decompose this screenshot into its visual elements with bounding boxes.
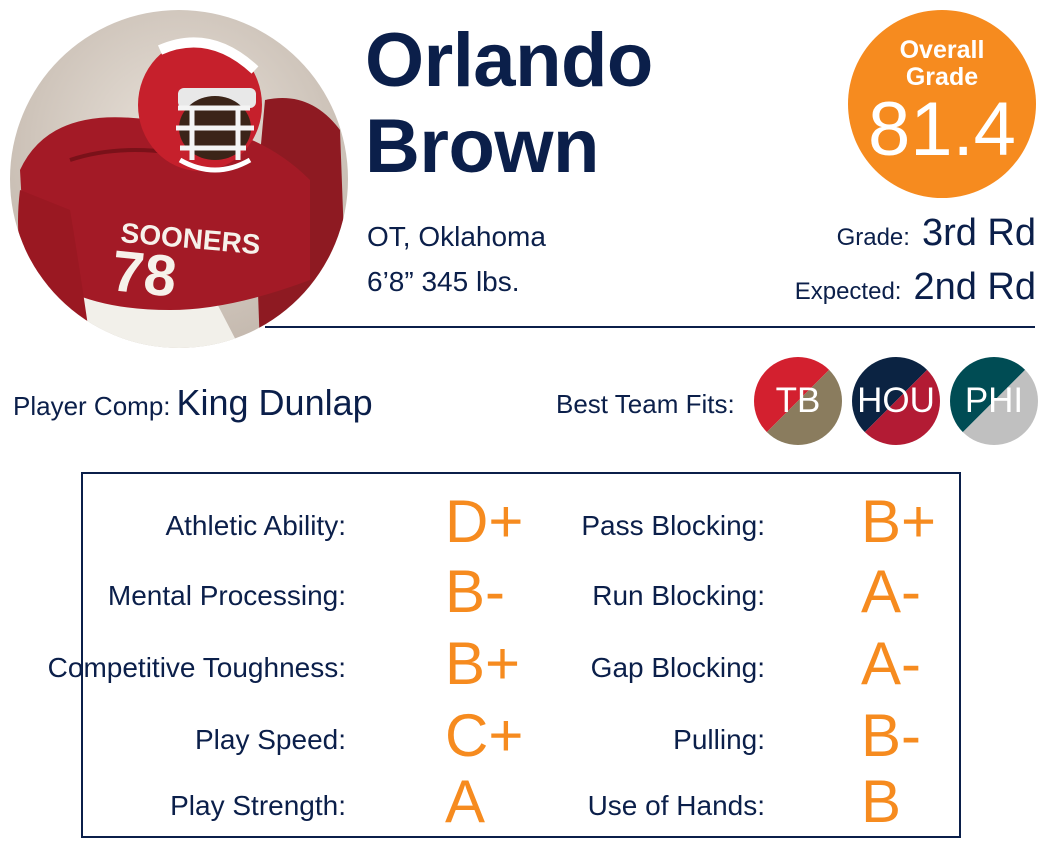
- draft-grade-value: 3rd Rd: [921, 212, 1036, 254]
- trait-grade: B+: [445, 630, 521, 697]
- team-fits-label: Best Team Fits:: [556, 389, 735, 419]
- trait-row: Play Strength: A: [83, 772, 959, 848]
- trait-row: Pass Blocking: B+: [83, 492, 959, 562]
- trait-row: Use of Hands: B: [83, 772, 959, 848]
- player-comp-label: Player Comp:: [13, 391, 171, 421]
- trait-label: Pass Blocking:: [581, 510, 765, 541]
- team-fit-abbr: PHI: [964, 381, 1024, 420]
- trait-grade: D+: [445, 488, 524, 555]
- trait-row: Athletic Ability: D+: [83, 492, 959, 562]
- team-fit-abbr: TB: [775, 381, 821, 420]
- trait-label: Play Speed:: [195, 724, 346, 755]
- trait-label: Mental Processing:: [107, 580, 346, 611]
- trait-label: Gap Blocking:: [590, 652, 765, 683]
- trait-grade: A-: [861, 630, 921, 697]
- player-comp-row: Player Comp: King Dunlap: [13, 382, 373, 424]
- trait-label: Use of Hands:: [587, 790, 765, 821]
- trait-row: Gap Blocking: A-: [83, 634, 959, 704]
- trait-grade: B: [861, 768, 902, 835]
- trait-label: Athletic Ability:: [165, 510, 346, 541]
- overall-label-line2: Grade: [905, 63, 979, 91]
- player-photo: SOONERS 78: [10, 10, 348, 348]
- position-school: OT, Oklahoma: [367, 221, 546, 252]
- overall-grade-badge: Overall Grade 81.4: [848, 10, 1036, 198]
- team-fit-badge: TB: [754, 357, 842, 445]
- trait-grade: A-: [861, 558, 921, 625]
- trait-grade: B+: [861, 488, 937, 555]
- trait-label: Play Strength:: [170, 790, 346, 821]
- trait-row: Mental Processing: B-: [83, 562, 959, 632]
- expected-round-row: Expected: 2nd Rd: [795, 266, 1036, 309]
- trait-grade: A: [445, 768, 486, 835]
- trait-row: Pulling: B-: [83, 706, 959, 776]
- svg-text:78: 78: [109, 238, 180, 309]
- player-comp-value: King Dunlap: [176, 382, 373, 423]
- height-weight: 6’8” 345 lbs.: [367, 266, 520, 297]
- trait-row: Run Blocking: A-: [83, 562, 959, 632]
- trait-grade: B-: [445, 558, 505, 625]
- draft-grade-row: Grade: 3rd Rd: [837, 212, 1036, 255]
- overall-grade-label: Overall Grade: [848, 37, 1036, 91]
- player-last-name: Brown: [365, 104, 599, 189]
- player-first-name: Orlando: [365, 18, 653, 103]
- trait-label: Competitive Toughness:: [47, 652, 346, 683]
- overall-label-line1: Overall: [899, 36, 985, 64]
- trait-label: Pulling:: [673, 724, 765, 755]
- overall-grade-value: 81.4: [868, 87, 1016, 172]
- team-fit-abbr: HOU: [857, 381, 935, 420]
- expected-round-value: 2nd Rd: [913, 266, 1036, 308]
- trait-grade: C+: [445, 702, 524, 769]
- trait-row: Play Speed: C+: [83, 706, 959, 776]
- draft-grade-label: Grade:: [836, 224, 910, 251]
- trait-label: Run Blocking:: [592, 580, 765, 611]
- team-fit-badge: PHI: [950, 357, 1038, 445]
- team-fit-badge: HOU: [852, 357, 940, 445]
- header-divider: [265, 326, 1035, 328]
- trait-grade: B-: [861, 702, 921, 769]
- expected-round-label: Expected:: [794, 278, 902, 305]
- trait-row: Competitive Toughness: B+: [48, 630, 959, 704]
- trait-grades-panel: Athletic Ability: D+ Mental Processing: …: [48, 472, 961, 838]
